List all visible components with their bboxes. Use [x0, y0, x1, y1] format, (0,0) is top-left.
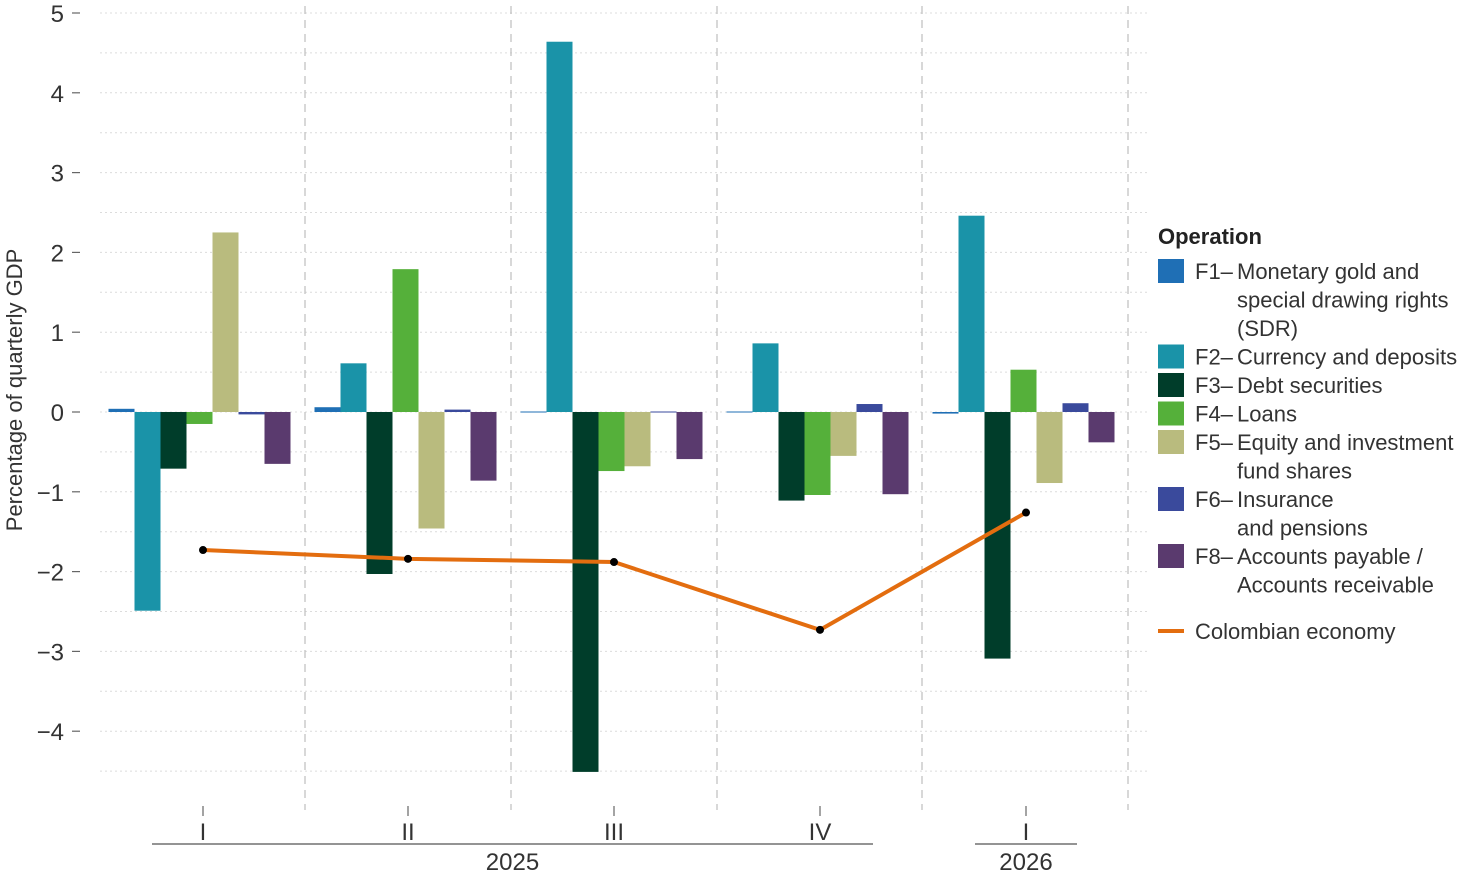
legend: Operation F1– Monetary gold and special dra…	[1158, 224, 1457, 644]
bar-f1	[108, 408, 135, 412]
legend-code: F4–	[1195, 402, 1234, 427]
line-point	[610, 558, 618, 567]
bar-f1	[726, 411, 753, 413]
bar-f8	[882, 412, 909, 495]
legend-swatch-f2	[1158, 344, 1184, 369]
y-tick-label: −3	[37, 639, 64, 666]
year-label: 2026	[999, 849, 1052, 876]
bar-f2	[546, 41, 573, 413]
y-axis-ticks: 5 4 3 2 1 0 −1 −2 −3 −4 Percentage of quarterly GD…	[2, 1, 80, 746]
legend-swatch-f4	[1158, 401, 1184, 426]
bar-f8	[676, 412, 703, 460]
bar-f4	[1010, 369, 1037, 412]
bar-f5	[418, 412, 445, 529]
line-point	[199, 546, 207, 555]
legend-label: Insurance	[1237, 487, 1334, 512]
legend-label: fund shares	[1237, 459, 1352, 484]
bar-f6	[650, 411, 677, 413]
year-label: 2025	[486, 849, 539, 876]
bar-f8	[264, 412, 291, 464]
legend-code: F6–	[1195, 487, 1234, 512]
bar-f2	[134, 412, 161, 611]
bar-f5	[212, 232, 239, 412]
x-tick-label: III	[604, 819, 624, 846]
bar-f2	[958, 215, 985, 412]
legend-swatch-f5	[1158, 430, 1184, 454]
legend-label-line: Colombian economy	[1195, 619, 1396, 644]
legend-label: Currency and deposits	[1237, 345, 1457, 370]
legend-code: F5–	[1195, 430, 1234, 455]
x-tick-label: IV	[809, 819, 832, 846]
legend-label: Equity and investment	[1237, 430, 1453, 455]
y-tick-label: 1	[51, 320, 64, 347]
bar-f5	[624, 412, 651, 467]
legend-label: Debt securities	[1237, 373, 1383, 398]
y-tick-label: 3	[51, 161, 64, 188]
y-tick-label: −4	[37, 719, 64, 746]
quarter-separators	[304, 6, 1129, 810]
y-tick-label: 0	[51, 400, 64, 427]
legend-swatch-f3	[1158, 373, 1184, 397]
y-tick-label: 5	[51, 1, 64, 28]
bar-f5	[1036, 412, 1063, 484]
bar-f2	[340, 363, 367, 412]
x-tick-label: I	[200, 819, 207, 846]
y-axis-title: Percentage of quarterly GDP	[2, 249, 27, 531]
legend-label: and pensions	[1237, 516, 1368, 541]
legend-swatch-f8	[1158, 544, 1184, 568]
line-series	[199, 508, 1030, 634]
legend-label: (SDR)	[1237, 316, 1298, 341]
bar-f8	[470, 412, 497, 481]
bar-f6	[856, 404, 883, 412]
bar-f2	[752, 343, 779, 412]
bar-f5	[830, 412, 857, 456]
legend-label: Accounts payable /	[1237, 544, 1424, 569]
y-tick-label: 4	[51, 81, 64, 108]
legend-swatch-f6	[1158, 487, 1184, 511]
bar-f3	[572, 412, 599, 772]
bar-f3	[778, 412, 805, 501]
legend-label: Accounts receivable	[1237, 573, 1434, 598]
x-tick-label: II	[401, 819, 414, 846]
bar-f6	[444, 409, 471, 412]
bar-f6	[238, 412, 265, 415]
bar-series	[108, 41, 1115, 772]
line-point	[1022, 508, 1030, 517]
legend-code: F3–	[1195, 373, 1234, 398]
line-point	[404, 554, 412, 563]
legend-code: F2–	[1195, 345, 1234, 370]
x-tick-label: I	[1023, 819, 1030, 846]
bar-f4	[804, 412, 831, 495]
bar-f4	[186, 412, 213, 424]
y-tick-label: 2	[51, 240, 64, 267]
legend-swatch-f1	[1158, 259, 1184, 283]
y-tick-label: −2	[37, 560, 64, 587]
bar-f4	[392, 269, 419, 412]
bar-f1	[314, 407, 341, 412]
legend-title: Operation	[1158, 224, 1262, 249]
bar-f1	[520, 411, 547, 413]
legend-code: F8–	[1195, 544, 1234, 569]
legend-label: Loans	[1237, 402, 1297, 427]
legend-label: Monetary gold and	[1237, 259, 1419, 284]
y-tick-label: −1	[37, 480, 64, 507]
bar-f3	[366, 412, 393, 574]
bar-f8	[1088, 412, 1115, 443]
legend-label: special drawing rights	[1237, 288, 1449, 313]
line-point	[816, 625, 824, 634]
legend-code: F1–	[1195, 259, 1234, 284]
bar-f1	[932, 412, 959, 414]
bar-f4	[598, 412, 625, 472]
bar-f3	[160, 412, 187, 469]
bar-f6	[1062, 403, 1089, 412]
